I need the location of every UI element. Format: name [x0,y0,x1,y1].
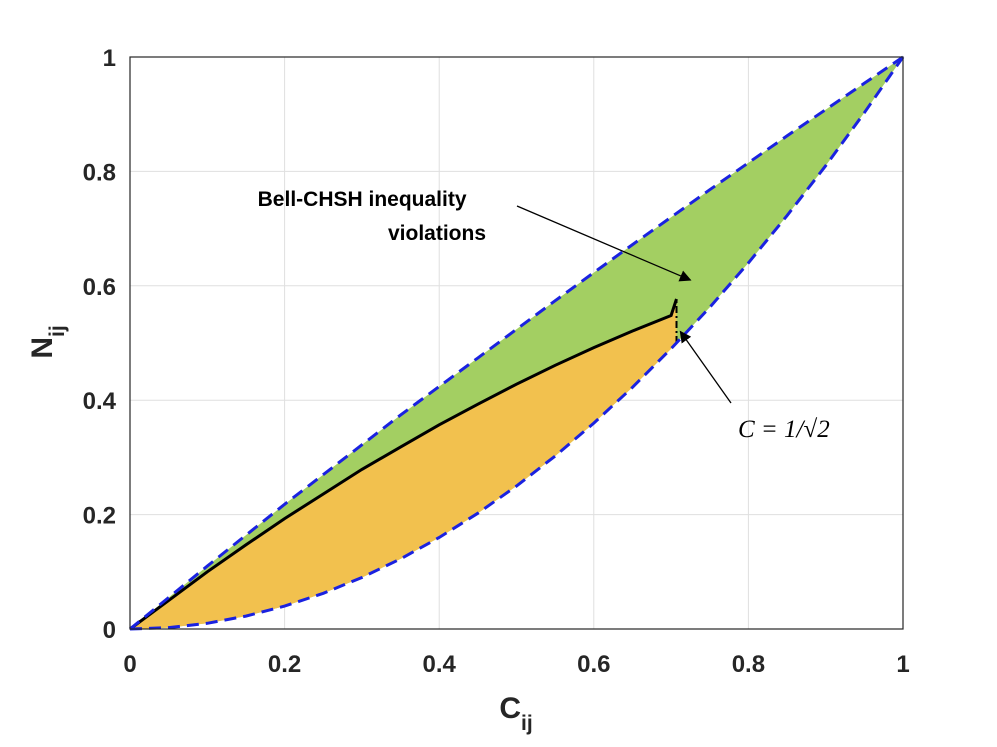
bell-chsh-annotation: Bell-CHSH inequality violations [258,188,692,282]
y-axis-label-main: N [26,337,59,359]
y-tick-label: 0.2 [83,503,116,530]
x-tick-label: 0.2 [268,651,301,678]
y-tick-label: 0.4 [83,388,117,415]
bell-chsh-line-1: Bell-CHSH inequality [258,188,467,211]
svg-text:Bell-CHSH inequality vio: Bell-CHSH inequality violations [258,188,486,245]
x-tick-label: 0.8 [732,651,765,678]
local-region [130,299,677,629]
threshold-label: C = 1/√2 [738,416,830,443]
y-tick-labels: 0 0.2 0.4 0.6 0.8 1 [83,45,117,644]
lower-boundary [129,56,905,631]
axes-frame [129,56,904,630]
bell-violation-region [130,57,903,629]
y-axis-label: Nij [26,325,69,358]
x-tick-label: 0.4 [423,651,457,678]
y-tick-label: 0.8 [83,159,116,186]
bell-chsh-line-2: violations [388,222,486,245]
middle-curve [129,298,678,631]
threshold-arrow [679,330,732,404]
y-tick-label: 0 [103,617,116,644]
regions [130,57,903,629]
y-tick-label: 0.6 [83,274,116,301]
upper-boundary [129,55,904,631]
x-tick-labels: 0 0.2 0.4 0.6 0.8 1 [123,651,909,678]
x-axis-label: Cij [499,692,532,735]
x-tick-label: 0 [123,651,136,678]
threshold-annotation: C = 1/√2 [679,330,830,443]
y-tick-label: 1 [103,45,116,72]
lines [129,55,905,631]
x-axis-label-main: C [499,692,521,725]
x-tick-label: 1 [896,651,909,678]
x-axis-label-sub: ij [521,712,533,735]
y-axis-label-sub: ij [46,325,69,337]
bell-chsh-arrow [516,205,692,282]
x-tick-label: 0.6 [577,651,610,678]
